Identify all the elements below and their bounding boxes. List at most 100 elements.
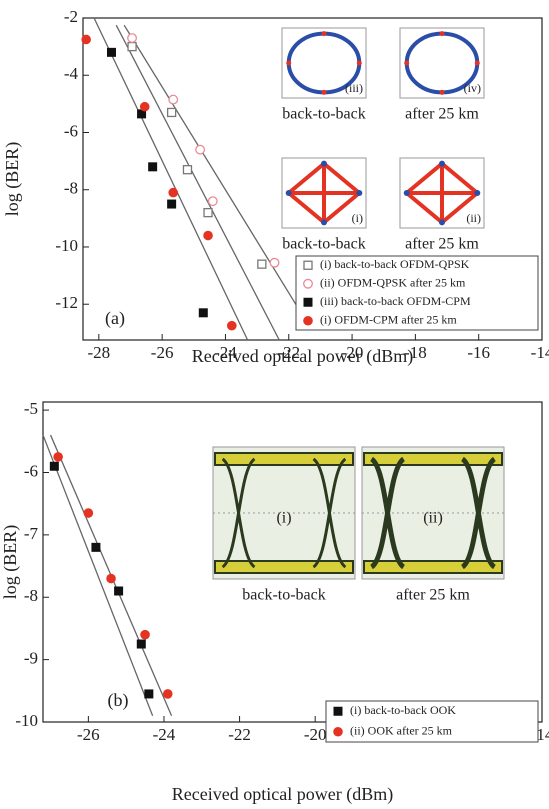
constellation-point	[439, 161, 445, 167]
inset-caption: back-to-back	[242, 587, 326, 604]
constellation-point	[321, 161, 327, 167]
constellation-point	[321, 219, 327, 225]
y-axis-label: log (BER)	[2, 142, 23, 217]
data-point	[115, 587, 123, 595]
data-point	[270, 258, 279, 267]
constellation-point	[475, 61, 480, 66]
data-point	[258, 260, 266, 268]
constellation-point	[474, 190, 480, 196]
data-point	[199, 309, 207, 317]
y-tick-label: -6	[64, 121, 78, 140]
inset-caption: after 25 km	[396, 587, 470, 604]
data-point	[145, 690, 153, 698]
constellation-point	[404, 61, 409, 66]
constellation-point	[357, 61, 362, 66]
y-tick-label: -7	[24, 524, 39, 543]
y-tick-label: -6	[24, 461, 38, 480]
inset-caption: after 25 km	[405, 106, 479, 123]
eye-rail	[364, 453, 502, 465]
inset-tag: (iii)	[345, 81, 363, 95]
data-point	[169, 95, 178, 104]
legend-label: (i) back-to-back OOK	[350, 703, 456, 717]
x-tick-label: -24	[153, 725, 176, 744]
data-point	[163, 690, 172, 699]
x-tick-label: -26	[77, 725, 100, 744]
y-tick-label: -4	[64, 64, 79, 83]
fit-line	[116, 25, 279, 340]
data-point	[82, 35, 91, 44]
legend-label: (iii) back-to-back OFDM-CPM	[320, 294, 471, 308]
x-tick-label: -22	[228, 725, 251, 744]
eye-rail	[215, 453, 353, 465]
inset-caption: after 25 km	[405, 236, 479, 253]
fit-line	[94, 18, 248, 340]
data-point	[149, 163, 157, 171]
x-tick-label: -28	[87, 343, 110, 362]
legend-label: (i) back-to-back OFDM-QPSK	[320, 257, 470, 271]
legend-marker	[334, 707, 342, 715]
constellation-point	[286, 61, 291, 66]
data-point	[128, 34, 137, 43]
panel-label: (a)	[105, 308, 125, 329]
y-tick-label: -8	[64, 179, 78, 198]
x-tick-label: -20	[304, 725, 327, 744]
constellation-point	[439, 219, 445, 225]
legend-marker	[304, 316, 313, 325]
y-tick-label: -12	[55, 293, 78, 312]
data-point	[84, 509, 93, 518]
legend-label: (ii) OOK after 25 km	[350, 724, 453, 738]
inset-tag: (iv)	[464, 81, 481, 95]
x-axis-label: Received optical power (dBm)	[192, 346, 413, 367]
data-point	[204, 231, 213, 240]
constellation-point	[356, 190, 362, 196]
data-point	[107, 574, 116, 583]
legend-marker	[334, 727, 343, 736]
legend-marker	[304, 298, 312, 306]
legend-label: (ii) OFDM-QPSK after 25 km	[320, 276, 466, 290]
data-point	[141, 630, 150, 639]
data-point	[128, 43, 136, 51]
data-point	[227, 321, 236, 330]
constellation-point	[404, 190, 410, 196]
inset-caption: back-to-back	[282, 236, 366, 253]
figure: -28-26-24-22-20-18-16-14-2-4-6-8-10-12Re…	[0, 0, 549, 809]
data-point	[208, 197, 217, 206]
data-point	[204, 209, 212, 217]
x-tick-label: -26	[151, 343, 174, 362]
inset-tag: (ii)	[423, 510, 443, 527]
fit-line	[43, 435, 153, 716]
data-point	[92, 543, 100, 551]
data-point	[168, 108, 176, 116]
constellation-point	[440, 31, 445, 36]
data-point	[169, 188, 178, 197]
y-tick-label: -2	[64, 7, 78, 26]
eye-rail	[364, 561, 502, 573]
inset-caption: back-to-back	[282, 106, 366, 123]
inset-tag: (ii)	[466, 211, 481, 225]
legend-label: (i) OFDM-CPM after 25 km	[320, 313, 457, 327]
y-tick-label: -5	[24, 399, 38, 418]
y-axis-label: log (BER)	[0, 525, 21, 600]
constellation-point	[440, 90, 445, 95]
inset-tag: (i)	[352, 211, 363, 225]
constellation-point	[322, 31, 327, 36]
data-point	[168, 200, 176, 208]
y-tick-label: -10	[15, 711, 38, 730]
legend-marker	[304, 279, 313, 288]
data-point	[137, 640, 145, 648]
x-tick-label: -16	[467, 343, 490, 362]
y-tick-label: -9	[24, 649, 38, 668]
data-point	[54, 453, 63, 462]
data-point	[140, 102, 149, 111]
data-point	[183, 166, 191, 174]
eye-rail	[215, 561, 353, 573]
constellation-point	[286, 190, 292, 196]
x-axis-label: Received optical power (dBm)	[172, 784, 393, 805]
y-tick-label: -10	[55, 236, 78, 255]
y-tick-label: -8	[24, 586, 38, 605]
x-tick-label: -14	[531, 343, 549, 362]
data-point	[107, 48, 115, 56]
inset-tag: (i)	[276, 510, 291, 527]
data-point	[196, 145, 205, 154]
data-point	[50, 462, 58, 470]
